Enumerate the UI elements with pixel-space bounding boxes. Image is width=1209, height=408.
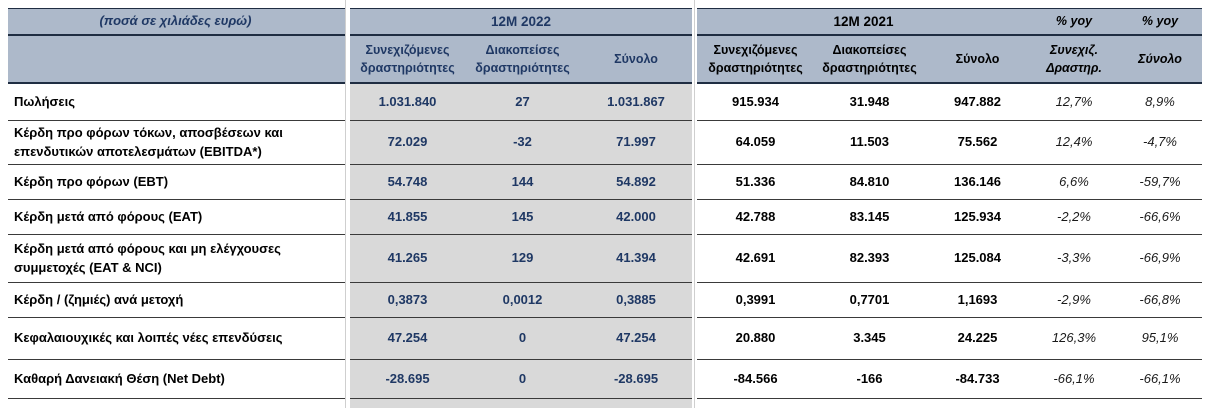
column-gap-gridline-middle [694,0,695,408]
cell-yoy-total: -59,7% [1118,165,1202,200]
units-note: (ποσά σε χιλιάδες ευρώ) [8,8,345,36]
cell-2021-continuing: 51.336 [697,165,814,200]
cell-2022-total: -28.695 [580,360,692,399]
cell-2021-continuing: 64.059 [697,121,814,165]
cell-2021-total: -84.733 [925,360,1030,399]
subheader-2022-discontinued: Διακοπείσες δραστηριότητες [465,36,580,84]
cell-yoy-continuing: 12,7% [1030,84,1118,121]
cell-2022-discontinued: 0,0012 [465,283,580,318]
row-label: Κέρδη / (ζημιές) ανά μετοχή [8,283,345,318]
cell-2021-discontinued: 82.393 [814,235,925,283]
cell-2021-total: 75.562 [925,121,1030,165]
row-label: Κέρδη μετά από φόρους (EAT) [8,200,345,235]
cell-yoy-continuing: -2,9% [1030,283,1118,318]
cell-2022-discontinued: -32 [465,121,580,165]
cell-2022-continuing: 72.029 [350,121,465,165]
financial-table: (ποσά σε χιλιάδες ευρώ) 12M 2022 12M 202… [8,8,1202,399]
cell-2022-discontinued: 129 [465,235,580,283]
grey-band-tail [350,399,692,408]
cell-yoy-total: -66,8% [1118,283,1202,318]
units-note-text: (ποσά σε χιλιάδες ευρώ) [99,13,252,29]
cell-yoy-continuing: 6,6% [1030,165,1118,200]
subheader-yoy-continuing: Συνεχιζ. Δραστηρ. [1030,36,1118,84]
row-label: Κέρδη προ φόρων (EBT) [8,165,345,200]
cell-2022-continuing: 0,3873 [350,283,465,318]
cell-yoy-total: 95,1% [1118,318,1202,360]
column-group-yoy-continuing: % yoy [1030,8,1118,36]
cell-yoy-total: 8,9% [1118,84,1202,121]
cell-2021-continuing: 0,3991 [697,283,814,318]
cell-yoy-continuing: 126,3% [1030,318,1118,360]
cell-2021-continuing: -84.566 [697,360,814,399]
cell-2021-discontinued: 0,7701 [814,283,925,318]
cell-2021-total: 947.882 [925,84,1030,121]
cell-2022-total: 1.031.867 [580,84,692,121]
cell-2022-discontinued: 145 [465,200,580,235]
cell-yoy-total: -66,6% [1118,200,1202,235]
cell-2022-continuing: -28.695 [350,360,465,399]
cell-2021-discontinued: 84.810 [814,165,925,200]
cell-2022-continuing: 41.855 [350,200,465,235]
row-label: Κεφαλαιουχικές και λοιπές νέες επενδύσει… [8,318,345,360]
empty-header-cell [8,36,345,84]
cell-2022-discontinued: 144 [465,165,580,200]
subheader-2022-continuing: Συνεχιζόμενες δραστηριότητες [350,36,465,84]
column-group-12m-2022: 12M 2022 [350,8,692,36]
cell-2021-discontinued: 31.948 [814,84,925,121]
column-group-yoy-total: % yoy [1118,8,1202,36]
cell-2022-continuing: 41.265 [350,235,465,283]
cell-2022-total: 42.000 [580,200,692,235]
cell-2022-total: 71.997 [580,121,692,165]
cell-2021-total: 24.225 [925,318,1030,360]
cell-2022-discontinued: 0 [465,318,580,360]
cell-2022-continuing: 1.031.840 [350,84,465,121]
row-label: Κέρδη προ φόρων τόκων, αποσβέσεων και επ… [8,121,345,165]
cell-2021-continuing: 42.788 [697,200,814,235]
cell-2022-discontinued: 27 [465,84,580,121]
column-group-12m-2021: 12M 2021 [697,8,1030,36]
cell-2022-discontinued: 0 [465,360,580,399]
cell-yoy-continuing: -66,1% [1030,360,1118,399]
cell-2022-continuing: 47.254 [350,318,465,360]
cell-2021-continuing: 20.880 [697,318,814,360]
cell-yoy-continuing: -3,3% [1030,235,1118,283]
subheader-2021-continuing: Συνεχιζόμενες δραστηριότητες [697,36,814,84]
cell-2021-discontinued: 3.345 [814,318,925,360]
cell-2022-total: 47.254 [580,318,692,360]
cell-2021-total: 125.084 [925,235,1030,283]
subheader-2021-total: Σύνολο [925,36,1030,84]
cell-yoy-total: -66,9% [1118,235,1202,283]
cell-2021-total: 1,1693 [925,283,1030,318]
cell-2022-total: 41.394 [580,235,692,283]
subheader-2022-total: Σύνολο [580,36,692,84]
cell-2021-continuing: 915.934 [697,84,814,121]
cell-yoy-continuing: -2,2% [1030,200,1118,235]
cell-2021-discontinued: 83.145 [814,200,925,235]
column-gap-gridline-left [345,0,346,408]
cell-2022-continuing: 54.748 [350,165,465,200]
row-label: Πωλήσεις [8,84,345,121]
cell-yoy-total: -4,7% [1118,121,1202,165]
cell-2021-total: 125.934 [925,200,1030,235]
cell-yoy-continuing: 12,4% [1030,121,1118,165]
subheader-yoy-total: Σύνολο [1118,36,1202,84]
cell-2021-discontinued: 11.503 [814,121,925,165]
row-label: Κέρδη μετά από φόρους και μη ελέγχουσες … [8,235,345,283]
row-label: Καθαρή Δανειακή Θέση (Net Debt) [8,360,345,399]
cell-2021-total: 136.146 [925,165,1030,200]
cell-2022-total: 54.892 [580,165,692,200]
cell-2022-total: 0,3885 [580,283,692,318]
subheader-2021-discontinued: Διακοπείσες δραστηριότητες [814,36,925,84]
cell-2021-discontinued: -166 [814,360,925,399]
cell-yoy-total: -66,1% [1118,360,1202,399]
cell-2021-continuing: 42.691 [697,235,814,283]
